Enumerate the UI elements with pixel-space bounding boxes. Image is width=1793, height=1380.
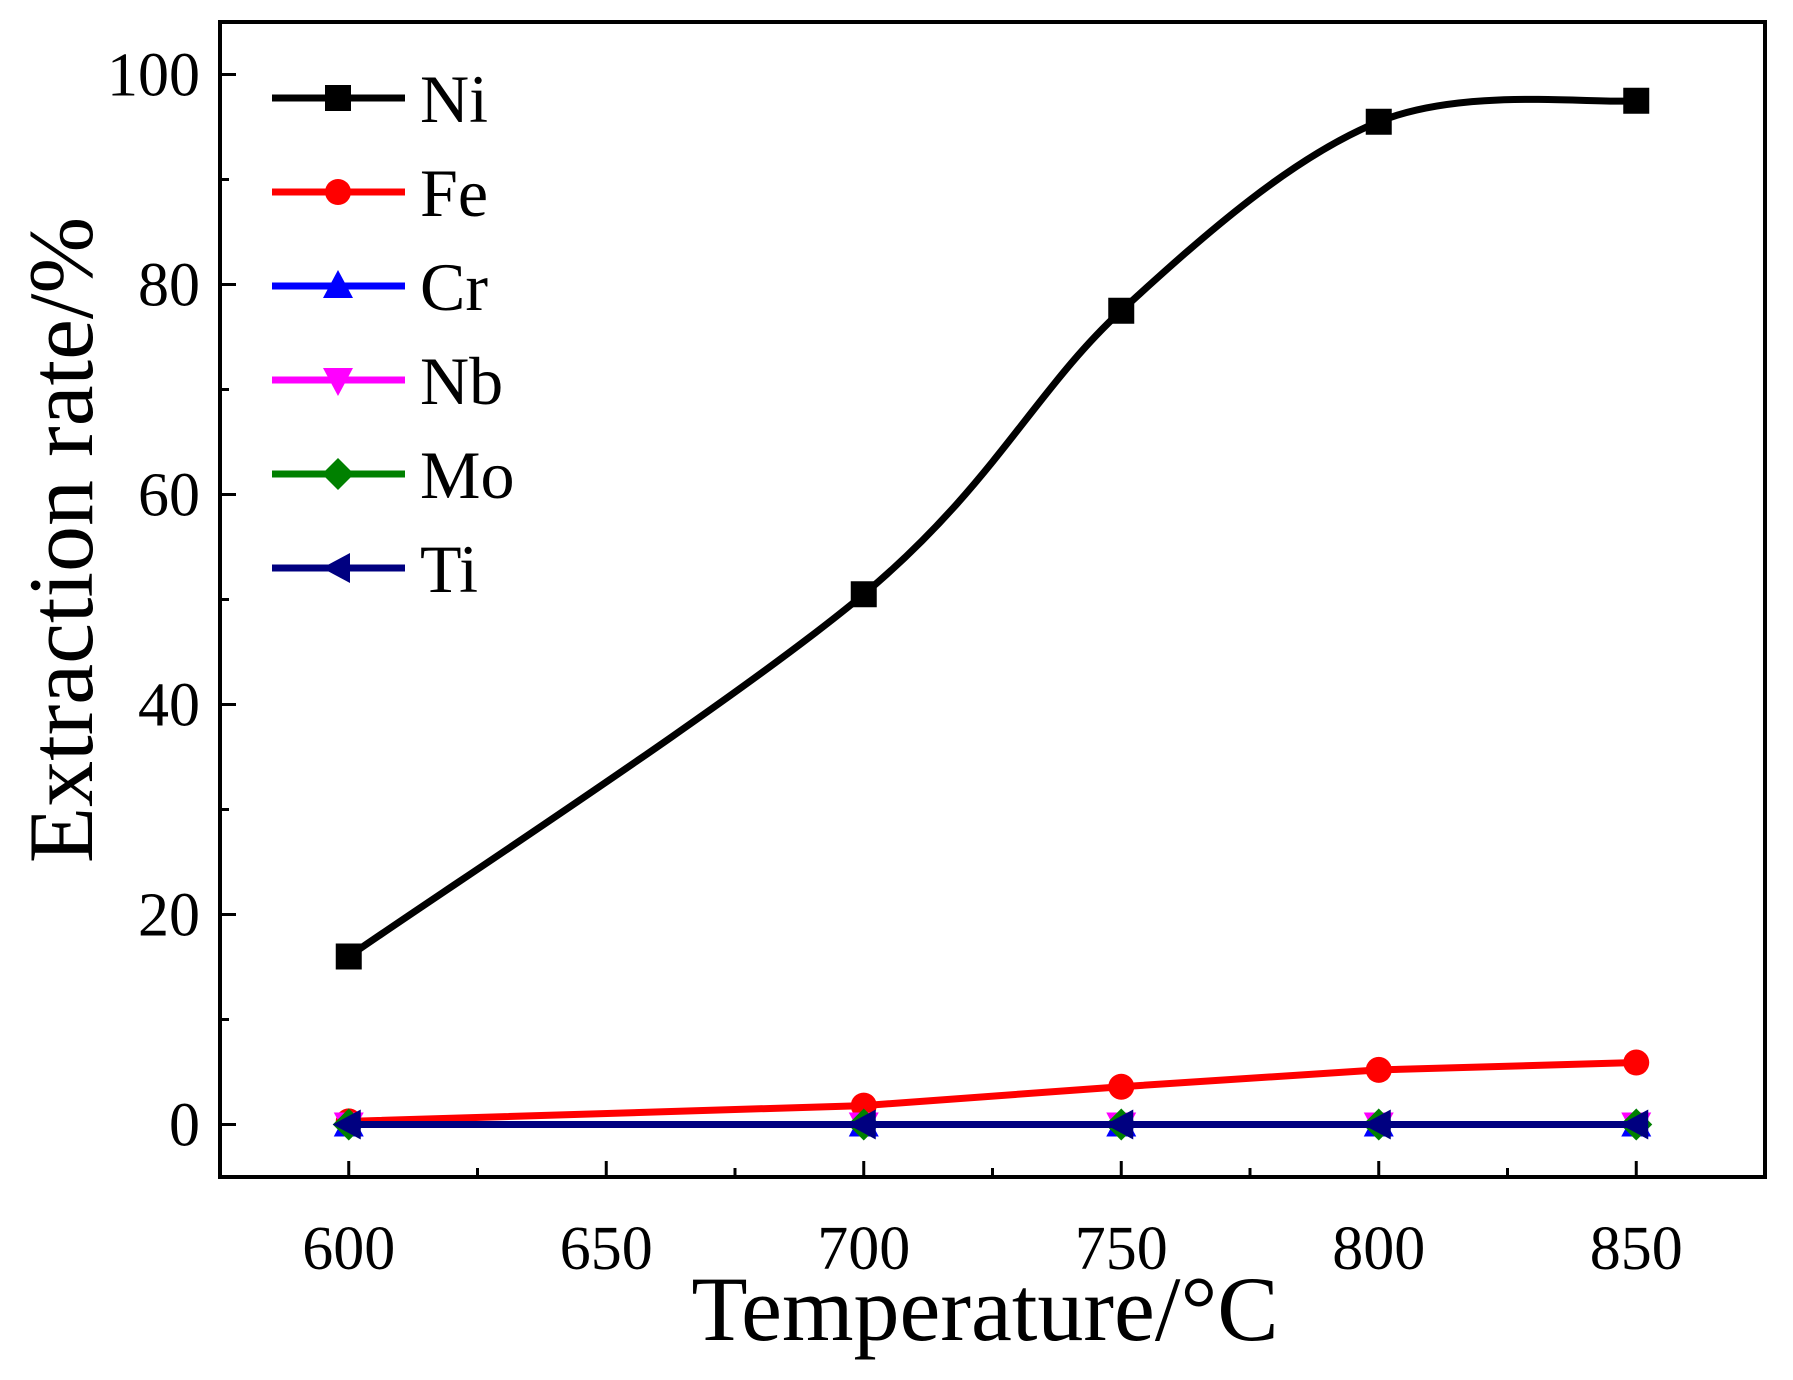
legend-item-fe: Fe [272,155,488,231]
legend-item-mo: Mo [272,437,514,513]
x-tick-label-650: 650 [560,1215,653,1283]
x-tick-label-700: 700 [817,1215,910,1283]
point-ti-850 [1620,1109,1649,1140]
point-ti-600 [332,1109,361,1140]
x-tick-label-600: 600 [302,1215,395,1283]
line-fe [348,1059,1637,1125]
legend-label-nb: Nb [420,343,503,419]
point-fe-750 [1108,1073,1135,1100]
legend-label-fe: Fe [420,155,488,231]
point-ni-800 [1365,108,1392,135]
y-tick-label-60: 60 [138,462,200,530]
series-ti [332,1109,1649,1140]
point-ni-700 [850,581,877,608]
y-tick-label-40: 40 [138,672,200,740]
point-ti-750 [1105,1109,1134,1140]
legend-item-ni: Ni [272,61,488,137]
y-tick-label-80: 80 [138,252,200,320]
legend-item-ti: Ti [272,531,478,607]
legend-marker-cr [323,270,353,298]
legend-label-mo: Mo [420,437,514,513]
point-ti-700 [847,1109,876,1140]
legend-marker-ni [325,85,351,111]
legend-item-nb: Nb [272,343,503,419]
line-ni [346,95,1637,960]
x-tick-label-850: 850 [1590,1215,1683,1283]
x-tick-label-750: 750 [1075,1215,1168,1283]
legend-item-cr: Cr [272,249,488,325]
legend-marker-nb [323,368,353,396]
x-tick-label-800: 800 [1332,1215,1425,1283]
y-tick-label-20: 20 [138,882,200,950]
point-ni-600 [335,943,362,970]
legend-label-ti: Ti [420,531,478,607]
legend-label-ni: Ni [420,61,488,137]
legend-marker-mo [322,458,354,490]
point-ti-800 [1362,1109,1391,1140]
legend: Ni Fe Cr Nb Mo Ti [272,61,514,607]
y-tick-label-0: 0 [169,1092,200,1160]
series-ni [335,87,1650,970]
series [332,87,1653,1141]
point-ni-850 [1623,87,1650,114]
y-axis-title: Extraction rate/% [10,217,112,863]
point-fe-850 [1623,1049,1650,1076]
point-fe-800 [1365,1056,1392,1083]
point-ni-750 [1108,297,1135,324]
y-tick-label-100: 100 [107,42,200,110]
legend-label-cr: Cr [420,249,488,325]
ticks: 600 650 700 750 800 850 0 20 40 60 80 100 [107,42,1683,1284]
legend-marker-ti [322,553,350,583]
point-fe-700 [850,1092,877,1119]
x-axis-title: Temperature/°C [691,1258,1278,1360]
legend-marker-fe [325,179,351,205]
